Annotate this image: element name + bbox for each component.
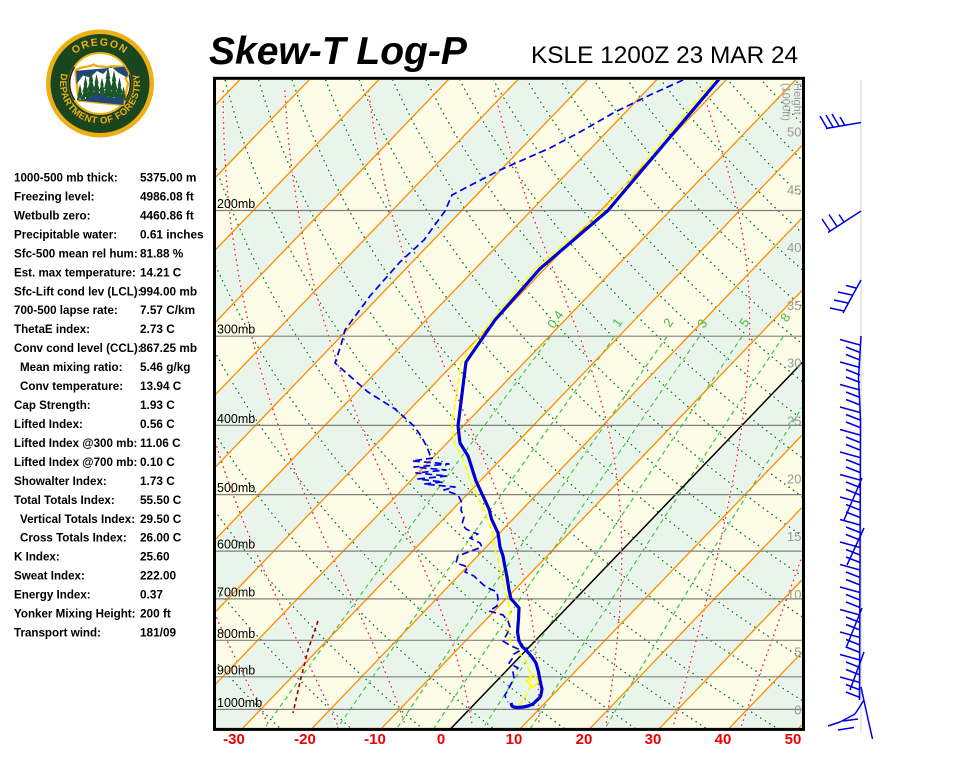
svg-text:-20: -20 bbox=[294, 731, 316, 748]
svg-text:(1000ft): (1000ft) bbox=[780, 83, 792, 121]
svg-text:200mb: 200mb bbox=[217, 197, 255, 211]
svg-text:700-500 lapse rate:: 700-500 lapse rate: bbox=[14, 304, 118, 317]
svg-text:5375.00 m: 5375.00 m bbox=[140, 171, 196, 185]
svg-text:1.93 C: 1.93 C bbox=[140, 398, 175, 412]
svg-text:7.57 C/km: 7.57 C/km bbox=[140, 303, 195, 317]
svg-text:40: 40 bbox=[715, 731, 732, 748]
svg-text:Cross Totals Index:: Cross Totals Index: bbox=[20, 532, 127, 545]
svg-text:800mb: 800mb bbox=[217, 627, 255, 641]
svg-text:20: 20 bbox=[787, 471, 801, 486]
svg-text:Conv temperature:: Conv temperature: bbox=[20, 380, 123, 393]
svg-text:Sfc-500 mean rel hum:: Sfc-500 mean rel hum: bbox=[14, 247, 138, 260]
svg-text:25: 25 bbox=[787, 414, 801, 429]
svg-text:K Index:: K Index: bbox=[14, 551, 60, 564]
svg-text:Freezing level:: Freezing level: bbox=[14, 191, 95, 204]
svg-text:-30: -30 bbox=[223, 731, 245, 748]
svg-text:4460.86 ft: 4460.86 ft bbox=[140, 208, 194, 222]
svg-text:1000mb: 1000mb bbox=[217, 696, 262, 710]
svg-text:Energy Index:: Energy Index: bbox=[14, 589, 91, 602]
svg-text:14.21 C: 14.21 C bbox=[140, 265, 182, 279]
svg-text:4986.08 ft: 4986.08 ft bbox=[140, 190, 194, 204]
svg-text:25.60: 25.60 bbox=[140, 550, 170, 564]
svg-text:Lifted Index @700 mb:: Lifted Index @700 mb: bbox=[14, 456, 137, 469]
svg-text:45: 45 bbox=[787, 182, 801, 197]
svg-text:Sweat Index:: Sweat Index: bbox=[14, 570, 85, 583]
svg-text:35: 35 bbox=[787, 298, 801, 313]
svg-text:0.56 C: 0.56 C bbox=[140, 417, 175, 431]
svg-text:50: 50 bbox=[787, 125, 801, 140]
svg-text:0: 0 bbox=[794, 703, 801, 718]
svg-text:867.25 mb: 867.25 mb bbox=[140, 341, 197, 355]
svg-text:5.46 g/kg: 5.46 g/kg bbox=[140, 360, 191, 374]
svg-text:0.10 C: 0.10 C bbox=[140, 455, 175, 469]
svg-text:2.73 C: 2.73 C bbox=[140, 322, 175, 336]
svg-text:Mean mixing ratio:: Mean mixing ratio: bbox=[20, 361, 122, 374]
svg-text:10: 10 bbox=[787, 587, 801, 602]
svg-text:994.00 mb: 994.00 mb bbox=[140, 284, 197, 298]
svg-text:Wetbulb zero:: Wetbulb zero: bbox=[14, 209, 90, 222]
svg-text:30: 30 bbox=[645, 731, 662, 748]
svg-text:Cap Strength:: Cap Strength: bbox=[14, 399, 91, 412]
svg-text:1000-500 mb thick:: 1000-500 mb thick: bbox=[14, 172, 118, 185]
svg-text:13.94 C: 13.94 C bbox=[140, 379, 182, 393]
svg-text:81.88 %: 81.88 % bbox=[140, 246, 184, 260]
svg-text:Sfc-Lift cond lev (LCL):: Sfc-Lift cond lev (LCL): bbox=[14, 285, 142, 298]
svg-text:Skew-T Log-P: Skew-T Log-P bbox=[209, 30, 468, 73]
svg-text:0.37: 0.37 bbox=[140, 588, 163, 602]
svg-text:400mb: 400mb bbox=[217, 412, 255, 426]
svg-text:55.50 C: 55.50 C bbox=[140, 493, 182, 507]
svg-text:5: 5 bbox=[794, 645, 801, 660]
svg-text:26.00 C: 26.00 C bbox=[140, 531, 182, 545]
svg-text:181/09: 181/09 bbox=[140, 626, 177, 640]
svg-text:Lifted Index @300 mb:: Lifted Index @300 mb: bbox=[14, 437, 137, 450]
svg-text:10: 10 bbox=[506, 731, 523, 748]
svg-text:Est. max temperature:: Est. max temperature: bbox=[14, 266, 136, 279]
svg-text:Precipitable water:: Precipitable water: bbox=[14, 228, 117, 241]
svg-text:700mb: 700mb bbox=[217, 585, 255, 599]
svg-text:Total Totals Index:: Total Totals Index: bbox=[14, 494, 115, 507]
svg-text:50: 50 bbox=[785, 731, 802, 748]
svg-text:20: 20 bbox=[576, 731, 593, 748]
svg-text:11.06 C: 11.06 C bbox=[140, 436, 181, 450]
svg-text:900mb: 900mb bbox=[217, 663, 255, 677]
svg-text:29.50 C: 29.50 C bbox=[140, 512, 182, 526]
svg-text:0: 0 bbox=[437, 731, 445, 748]
svg-text:0.61 inches: 0.61 inches bbox=[140, 227, 204, 241]
svg-text:600mb: 600mb bbox=[217, 538, 255, 552]
svg-text:40: 40 bbox=[787, 240, 801, 255]
svg-text:Yonker Mixing Height:: Yonker Mixing Height: bbox=[14, 608, 136, 621]
svg-text:30: 30 bbox=[787, 356, 801, 371]
svg-text:ThetaE index:: ThetaE index: bbox=[14, 323, 90, 336]
svg-text:Conv cond level (CCL):: Conv cond level (CCL): bbox=[14, 342, 142, 355]
svg-text:KSLE 1200Z 23 MAR 24: KSLE 1200Z 23 MAR 24 bbox=[531, 42, 798, 69]
svg-text:Lifted Index:: Lifted Index: bbox=[14, 418, 83, 431]
svg-text:1.73 C: 1.73 C bbox=[140, 474, 175, 488]
svg-text:200 ft: 200 ft bbox=[140, 607, 171, 621]
svg-text:Showalter Index:: Showalter Index: bbox=[14, 475, 107, 488]
svg-text:Height: Height bbox=[791, 83, 803, 115]
svg-text:500mb: 500mb bbox=[217, 481, 255, 495]
svg-text:Transport wind:: Transport wind: bbox=[14, 627, 101, 640]
svg-text:300mb: 300mb bbox=[217, 323, 255, 337]
svg-text:-10: -10 bbox=[364, 731, 386, 748]
svg-text:222.00: 222.00 bbox=[140, 569, 177, 583]
svg-text:Vertical Totals Index:: Vertical Totals Index: bbox=[20, 513, 135, 526]
svg-text:15: 15 bbox=[787, 529, 801, 544]
